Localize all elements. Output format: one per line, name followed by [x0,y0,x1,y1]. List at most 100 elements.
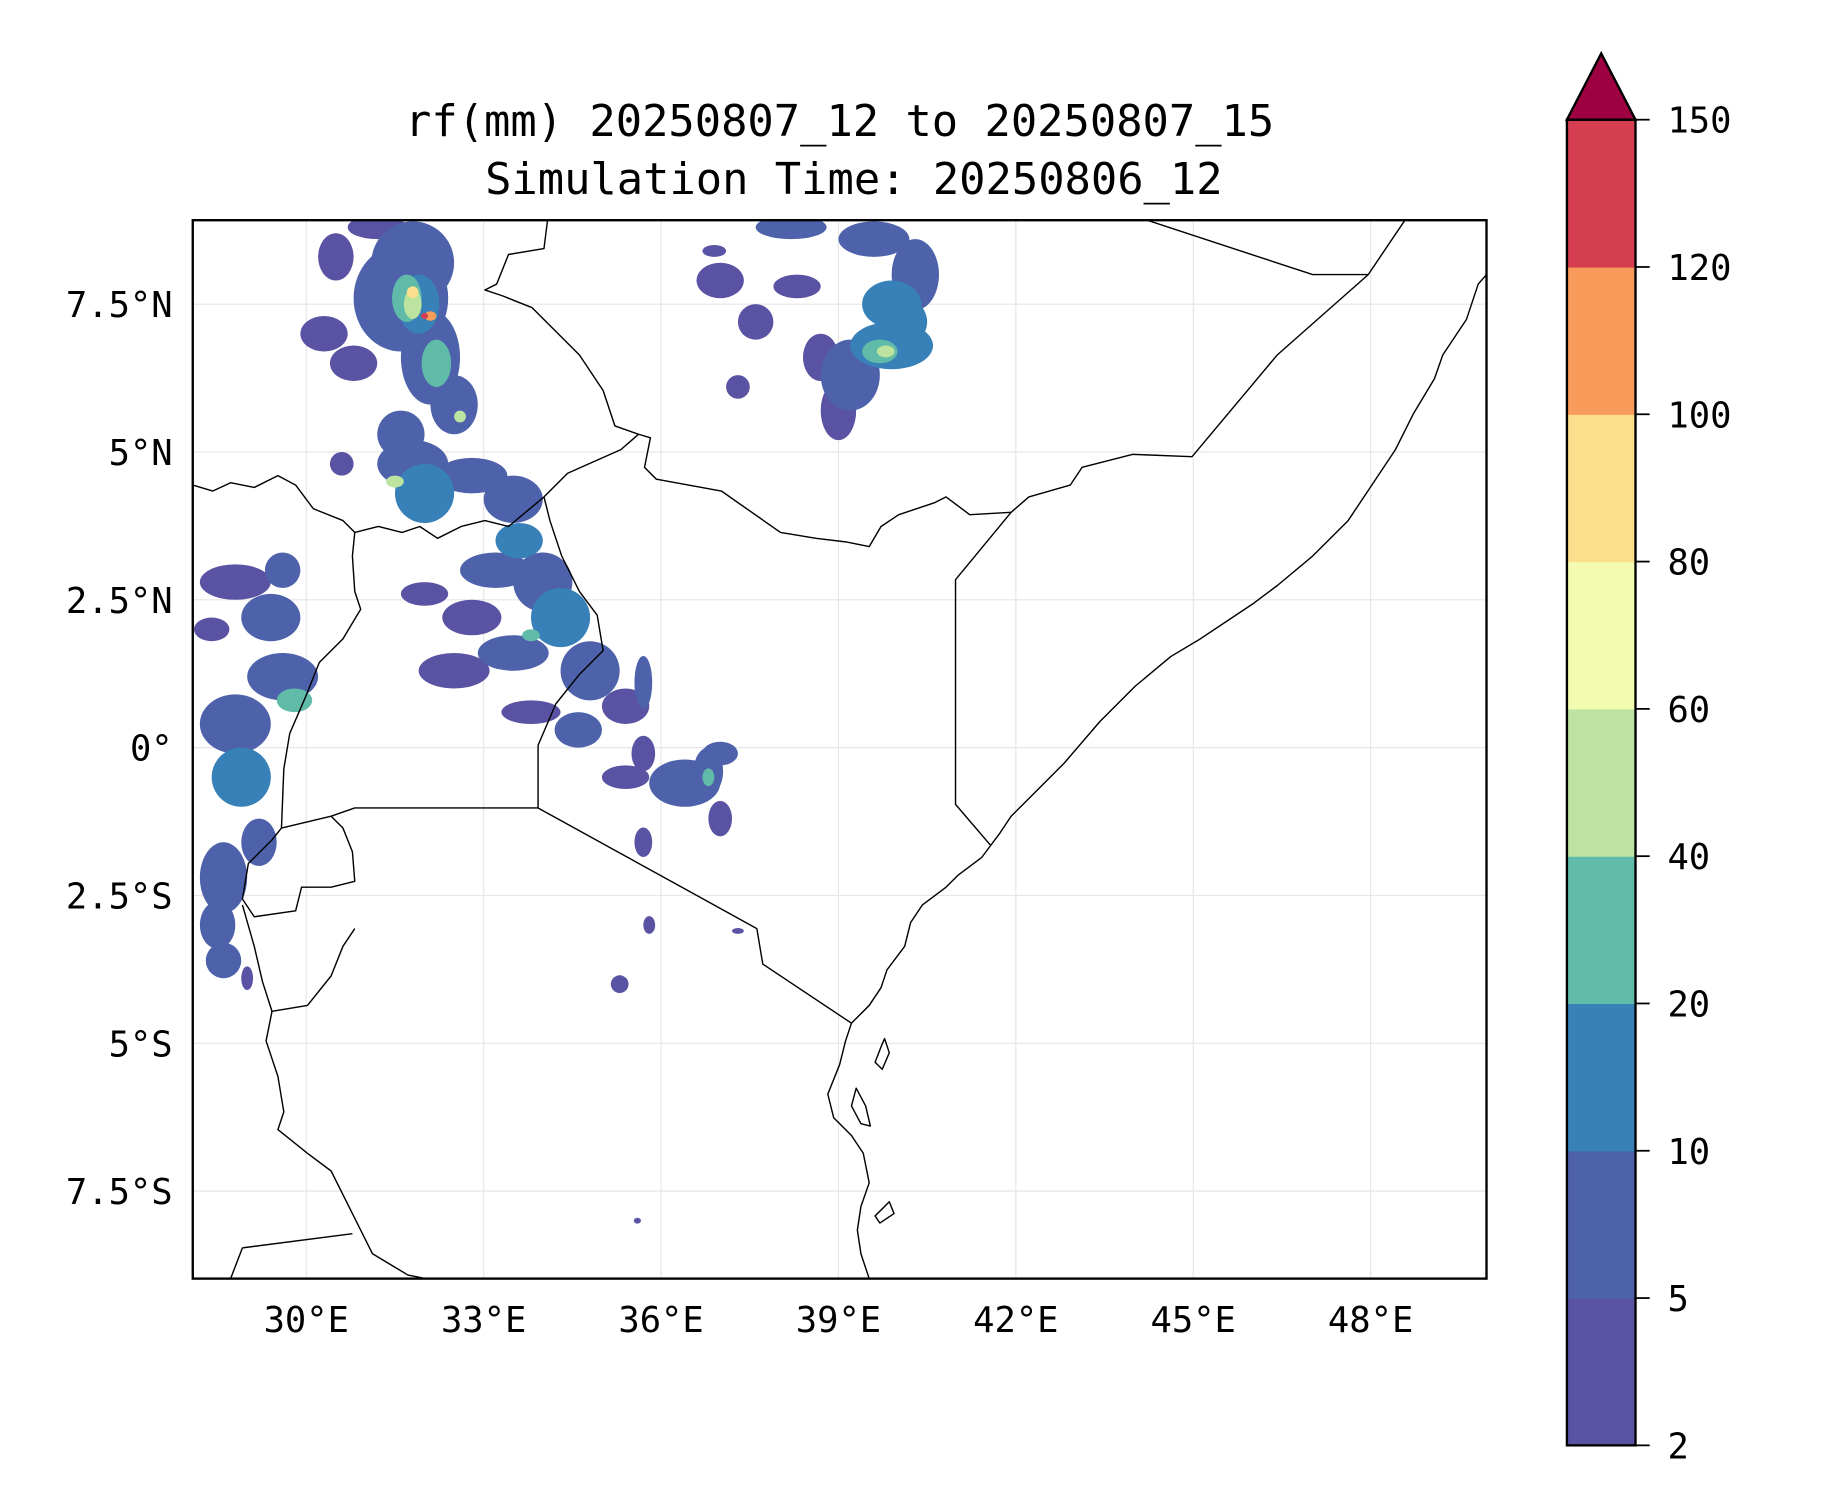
border-uganda-kenya [537,496,604,808]
colorbar-tick-label: 80 [1667,543,1710,584]
y-tick-label: 5°N [109,433,173,474]
axes-frame [191,219,1488,1280]
rain-contour-cell [214,759,245,784]
rain-contour-cell [247,653,319,701]
rain-contour-cell [634,655,653,710]
island-mafia [874,1201,895,1224]
x-tick-label: 45°E [1151,1300,1236,1341]
border-kenya-tanzania [537,807,852,1024]
rain-contour-cell [560,641,620,701]
rain-contour-cell [418,653,490,689]
colorbar-segment [1566,119,1636,268]
rain-contour-cell [430,375,478,435]
island-zanzibar [850,1087,872,1127]
rain-contour-cell [702,245,727,257]
y-tick-label: 0° [130,729,173,770]
rain-contour-cell [421,339,452,387]
colorbar-segment [1566,266,1636,415]
rain-contour-cell [386,475,404,488]
rain-contour-cell [633,1217,641,1224]
island-pemba [874,1037,891,1071]
rain-contour-cell [300,315,348,352]
rain-contour-cell [329,451,354,476]
colorbar-tick-label: 60 [1667,690,1710,731]
rain-contour-cell [601,765,650,790]
x-tick-label: 36°E [618,1300,703,1341]
rainfall-contours [193,220,939,1224]
rain-contour-cell [329,345,378,382]
x-tick-label: 30°E [264,1300,349,1341]
x-tick-label: 33°E [441,1300,526,1341]
colorbar-extend-arrow [1564,50,1638,121]
rain-contour-cell [876,345,895,358]
colorbar-segment [1566,414,1636,563]
rain-contour-cell [522,629,540,642]
rain-contour-cell [276,688,313,713]
colorbar-segment [1566,708,1636,857]
colorbar-tick-label: 10 [1667,1132,1710,1173]
rain-contour-cell [773,274,821,299]
colorbar: 2 5 10 20 40 60 80 100 120 150 [1564,50,1732,1467]
rain-contour-cell [454,410,466,423]
rain-contour-cell [193,617,230,642]
rain-contour-cell [424,311,437,321]
y-tick-label: 7.5°S [66,1172,173,1213]
border-burundi-tanzania [241,904,356,1013]
border-sudan-ethiopia [484,220,639,435]
y-tick-label: 2.5°N [66,581,173,622]
x-axis-ticks: 30°E 33°E 36°E 39°E 42°E 45°E 48°E [264,1300,1414,1341]
rain-contour-cell [726,375,750,399]
y-tick-label: 7.5°N [66,285,173,326]
border-tanzania-zambia [229,1232,353,1279]
x-tick-label: 39°E [796,1300,881,1341]
rain-contour-cell [879,298,928,346]
chart-title: rf(mm) 20250807_12 to 20250807_15 [405,96,1274,147]
gridlines [192,220,1487,1279]
colorbar-frame [1565,118,1637,1447]
rain-contour-cell [241,966,254,991]
border-ethiopia-somalia [1010,220,1406,513]
colorbar-tick-label: 150 [1667,101,1731,142]
rain-contour-cell [199,694,271,754]
colorbar-segment [1566,1298,1636,1446]
colorbar-tick-label: 20 [1667,984,1710,1025]
rain-contour-cell [631,735,656,772]
colorbar-segment [1566,856,1636,1005]
rain-contour-cell [436,457,508,494]
rain-contour-cell [394,463,455,523]
rain-contour-cell [495,522,543,559]
map-axes: 30°E 33°E 36°E 39°E 42°E 45°E 48°E 7.5°N 5°N 2.5… [66,219,1488,1341]
rain-contour-cell [477,635,549,671]
colorbar-tick-label: 120 [1667,248,1731,289]
rain-contour-cell [318,233,354,281]
rain-contour-cell [420,313,429,319]
border-ethiopia-kenya [543,433,1012,548]
rain-contour-cell [610,975,629,994]
lake-tanganyika-shore [265,1011,426,1279]
rain-contour-cell [199,842,248,914]
rain-contour-cell [732,927,744,934]
colorbar-segment [1566,561,1636,710]
rain-contour-cell [702,768,715,787]
colorbar-tick-label: 100 [1667,395,1731,436]
y-tick-label: 2.5°S [66,876,173,917]
rain-contour-cell [554,712,602,748]
x-tick-label: 42°E [973,1300,1058,1341]
rain-contour-cell [264,552,301,588]
colorbar-tick-label: 2 [1667,1426,1688,1467]
rain-contour-cell [483,475,543,523]
rain-contour-cell [205,942,242,979]
chart-subtitle: Simulation Time: 20250806_12 [485,154,1223,205]
rain-contour-cell [406,286,419,299]
rain-contour-cell [460,552,531,588]
rain-contour-cell [501,700,561,724]
rain-contour-cell [530,587,591,648]
rain-contour-cell [634,827,653,858]
border-kenya-somalia [954,511,1012,847]
border-ethiopia-somaliland [1146,220,1369,276]
colorbar-tick-label: 5 [1667,1279,1688,1320]
x-tick-label: 48°E [1328,1300,1413,1341]
border-southsudan-drc [192,474,356,533]
colorbar-tick-label: 40 [1667,837,1710,878]
